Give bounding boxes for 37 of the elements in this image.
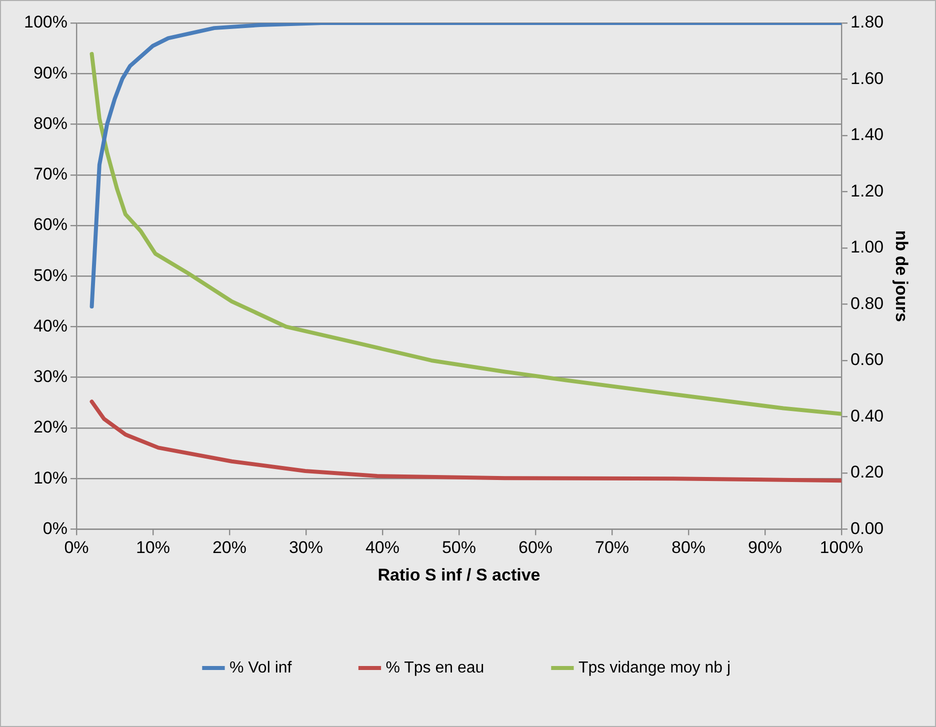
x-tick-label: 100%: [820, 538, 864, 558]
x-tick-label: 20%: [212, 538, 246, 558]
y-tick-label: 80%: [33, 114, 68, 133]
y2-tick-label: 1.40: [850, 125, 884, 144]
y2-tick-label: 1.00: [850, 238, 884, 257]
y-tick-label: 0%: [42, 518, 68, 538]
y2-tick-label: 0.80: [850, 294, 884, 313]
legend-label: % Tps en eau: [386, 659, 484, 676]
x-tick-label: 10%: [136, 538, 170, 558]
y2-tick-label: 1.80: [850, 12, 884, 32]
x-tick-label: 70%: [594, 538, 630, 558]
y-tick-label: 30%: [33, 367, 68, 386]
x-axis-title: Ratio S inf / S active: [378, 565, 540, 584]
y-tick-label: 20%: [33, 418, 68, 437]
y2-axis-title: nb de jours: [892, 230, 912, 322]
y2-tick-label: 1.60: [850, 68, 884, 88]
y2-tick-label: 0.20: [850, 462, 884, 482]
y-tick-label: 70%: [33, 164, 68, 184]
y-tick-label: 50%: [33, 266, 68, 285]
legend-label: % Vol inf: [229, 659, 292, 676]
x-tick-label: 60%: [518, 538, 553, 558]
x-tick-label: 90%: [748, 538, 782, 558]
y-tick-label: 10%: [33, 468, 68, 488]
y-tick-label: 100%: [24, 12, 68, 32]
y-tick-label: 60%: [33, 215, 68, 234]
y-tick-label: 40%: [33, 316, 68, 336]
legend-label: Tps vidange moy nb j: [578, 659, 731, 676]
x-tick-label: 30%: [288, 538, 324, 558]
x-tick-label: 50%: [442, 538, 476, 558]
y2-tick-label: 1.20: [850, 181, 884, 200]
x-tick-label: 0%: [64, 538, 89, 558]
y-tick-label: 90%: [33, 63, 68, 82]
y2-tick-label: 0.00: [850, 518, 884, 538]
y2-tick-label: 0.60: [850, 350, 884, 370]
y2-tick-label: 0.40: [850, 406, 884, 426]
x-tick-label: 80%: [671, 538, 706, 558]
x-tick-label: 40%: [365, 538, 400, 558]
